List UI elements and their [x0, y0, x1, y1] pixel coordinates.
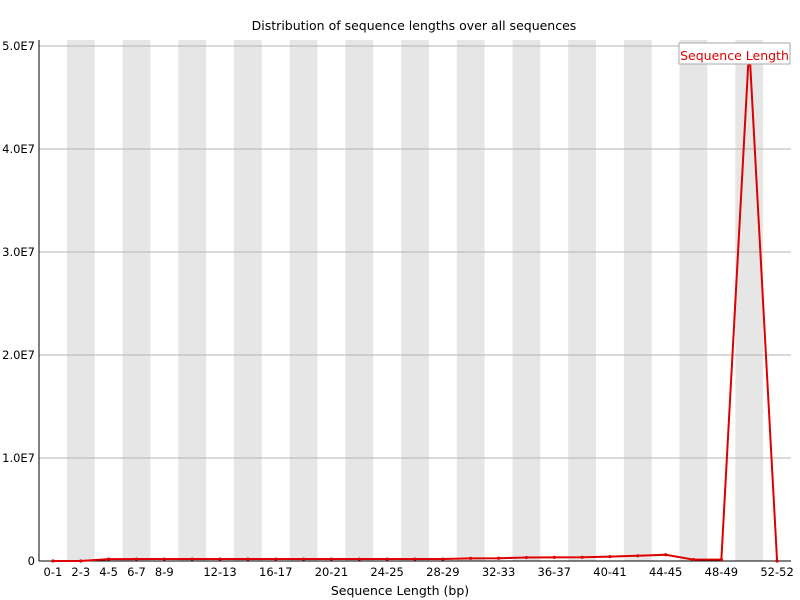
data-point [218, 557, 222, 561]
gridlines [39, 45, 791, 459]
data-point [301, 557, 306, 561]
column-band [66, 40, 95, 561]
x-tick-label: 12-13 [203, 565, 236, 579]
y-tick-label: 0 [28, 554, 35, 568]
data-point [190, 557, 194, 561]
series-sequence-length [51, 44, 779, 563]
data-point [496, 556, 501, 560]
y-tick-label: 5.0E7 [2, 39, 35, 53]
x-tick-label: 6-7 [127, 565, 146, 579]
x-axis-ticks: 0-1 2-3 4-5 6-7 8-9 12-13 16-17 20-21 24-25 28-29… [44, 565, 794, 579]
column-bands [66, 40, 764, 561]
legend-entry-sequence-length: Sequence Length [680, 48, 789, 63]
data-point [162, 557, 166, 561]
data-point [664, 553, 668, 557]
x-tick-label: 24-25 [370, 565, 403, 579]
y-tick-label: 4.0E7 [2, 142, 35, 156]
data-point [608, 554, 612, 559]
column-band [345, 40, 374, 561]
x-tick-label: 48-49 [705, 565, 738, 579]
column-band [289, 40, 318, 561]
column-band [568, 40, 597, 561]
column-band [735, 40, 764, 561]
column-band [122, 40, 151, 561]
data-point [580, 555, 584, 559]
data-point [469, 556, 473, 560]
column-band [401, 40, 429, 561]
column-band [456, 40, 485, 561]
column-band [679, 40, 708, 561]
data-point [134, 557, 139, 561]
data-point [51, 559, 55, 563]
data-point [441, 557, 445, 561]
y-tick-label: 2.0E7 [2, 348, 35, 362]
column-band [178, 40, 207, 561]
data-point [385, 557, 389, 561]
chart-title: Distribution of sequence lengths over al… [252, 18, 577, 33]
x-tick-label: 4-5 [99, 565, 118, 579]
data-point [79, 559, 83, 563]
y-tick-label: 3.0E7 [2, 245, 35, 259]
data-point [274, 557, 278, 561]
data-point [329, 557, 334, 561]
axes [38, 40, 791, 562]
x-tick-label: 36-37 [538, 565, 571, 579]
data-point [246, 557, 250, 561]
data-point [775, 559, 779, 563]
x-axis-label: Sequence Length (bp) [331, 583, 469, 598]
column-band [623, 40, 652, 561]
y-axis-ticks: 0 1.0E7 2.0E7 3.0E7 4.0E7 5.0E7 [2, 39, 35, 568]
legend: Sequence Length [678, 42, 791, 65]
data-point [524, 555, 529, 560]
data-point [691, 558, 696, 562]
data-point [107, 557, 111, 561]
x-tick-label: 8-9 [155, 565, 174, 579]
legend-box [678, 42, 791, 65]
x-tick-label: 44-45 [649, 565, 682, 579]
column-band [233, 40, 262, 561]
y-tick-label: 1.0E7 [2, 451, 35, 465]
data-point [636, 554, 640, 558]
x-tick-label: 16-17 [259, 565, 292, 579]
x-tick-label: 0-1 [44, 565, 63, 579]
x-tick-label: 40-41 [593, 565, 626, 579]
column-band [512, 40, 541, 561]
x-tick-label: 20-21 [315, 565, 348, 579]
x-tick-label: 32-33 [482, 565, 515, 579]
x-tick-label: 28-29 [426, 565, 459, 579]
x-tick-label: 2-3 [71, 565, 90, 579]
data-point [413, 557, 417, 561]
data-point [552, 555, 556, 559]
x-tick-label: 52-52 [760, 565, 793, 579]
data-point [357, 557, 361, 561]
data-point [719, 557, 723, 562]
